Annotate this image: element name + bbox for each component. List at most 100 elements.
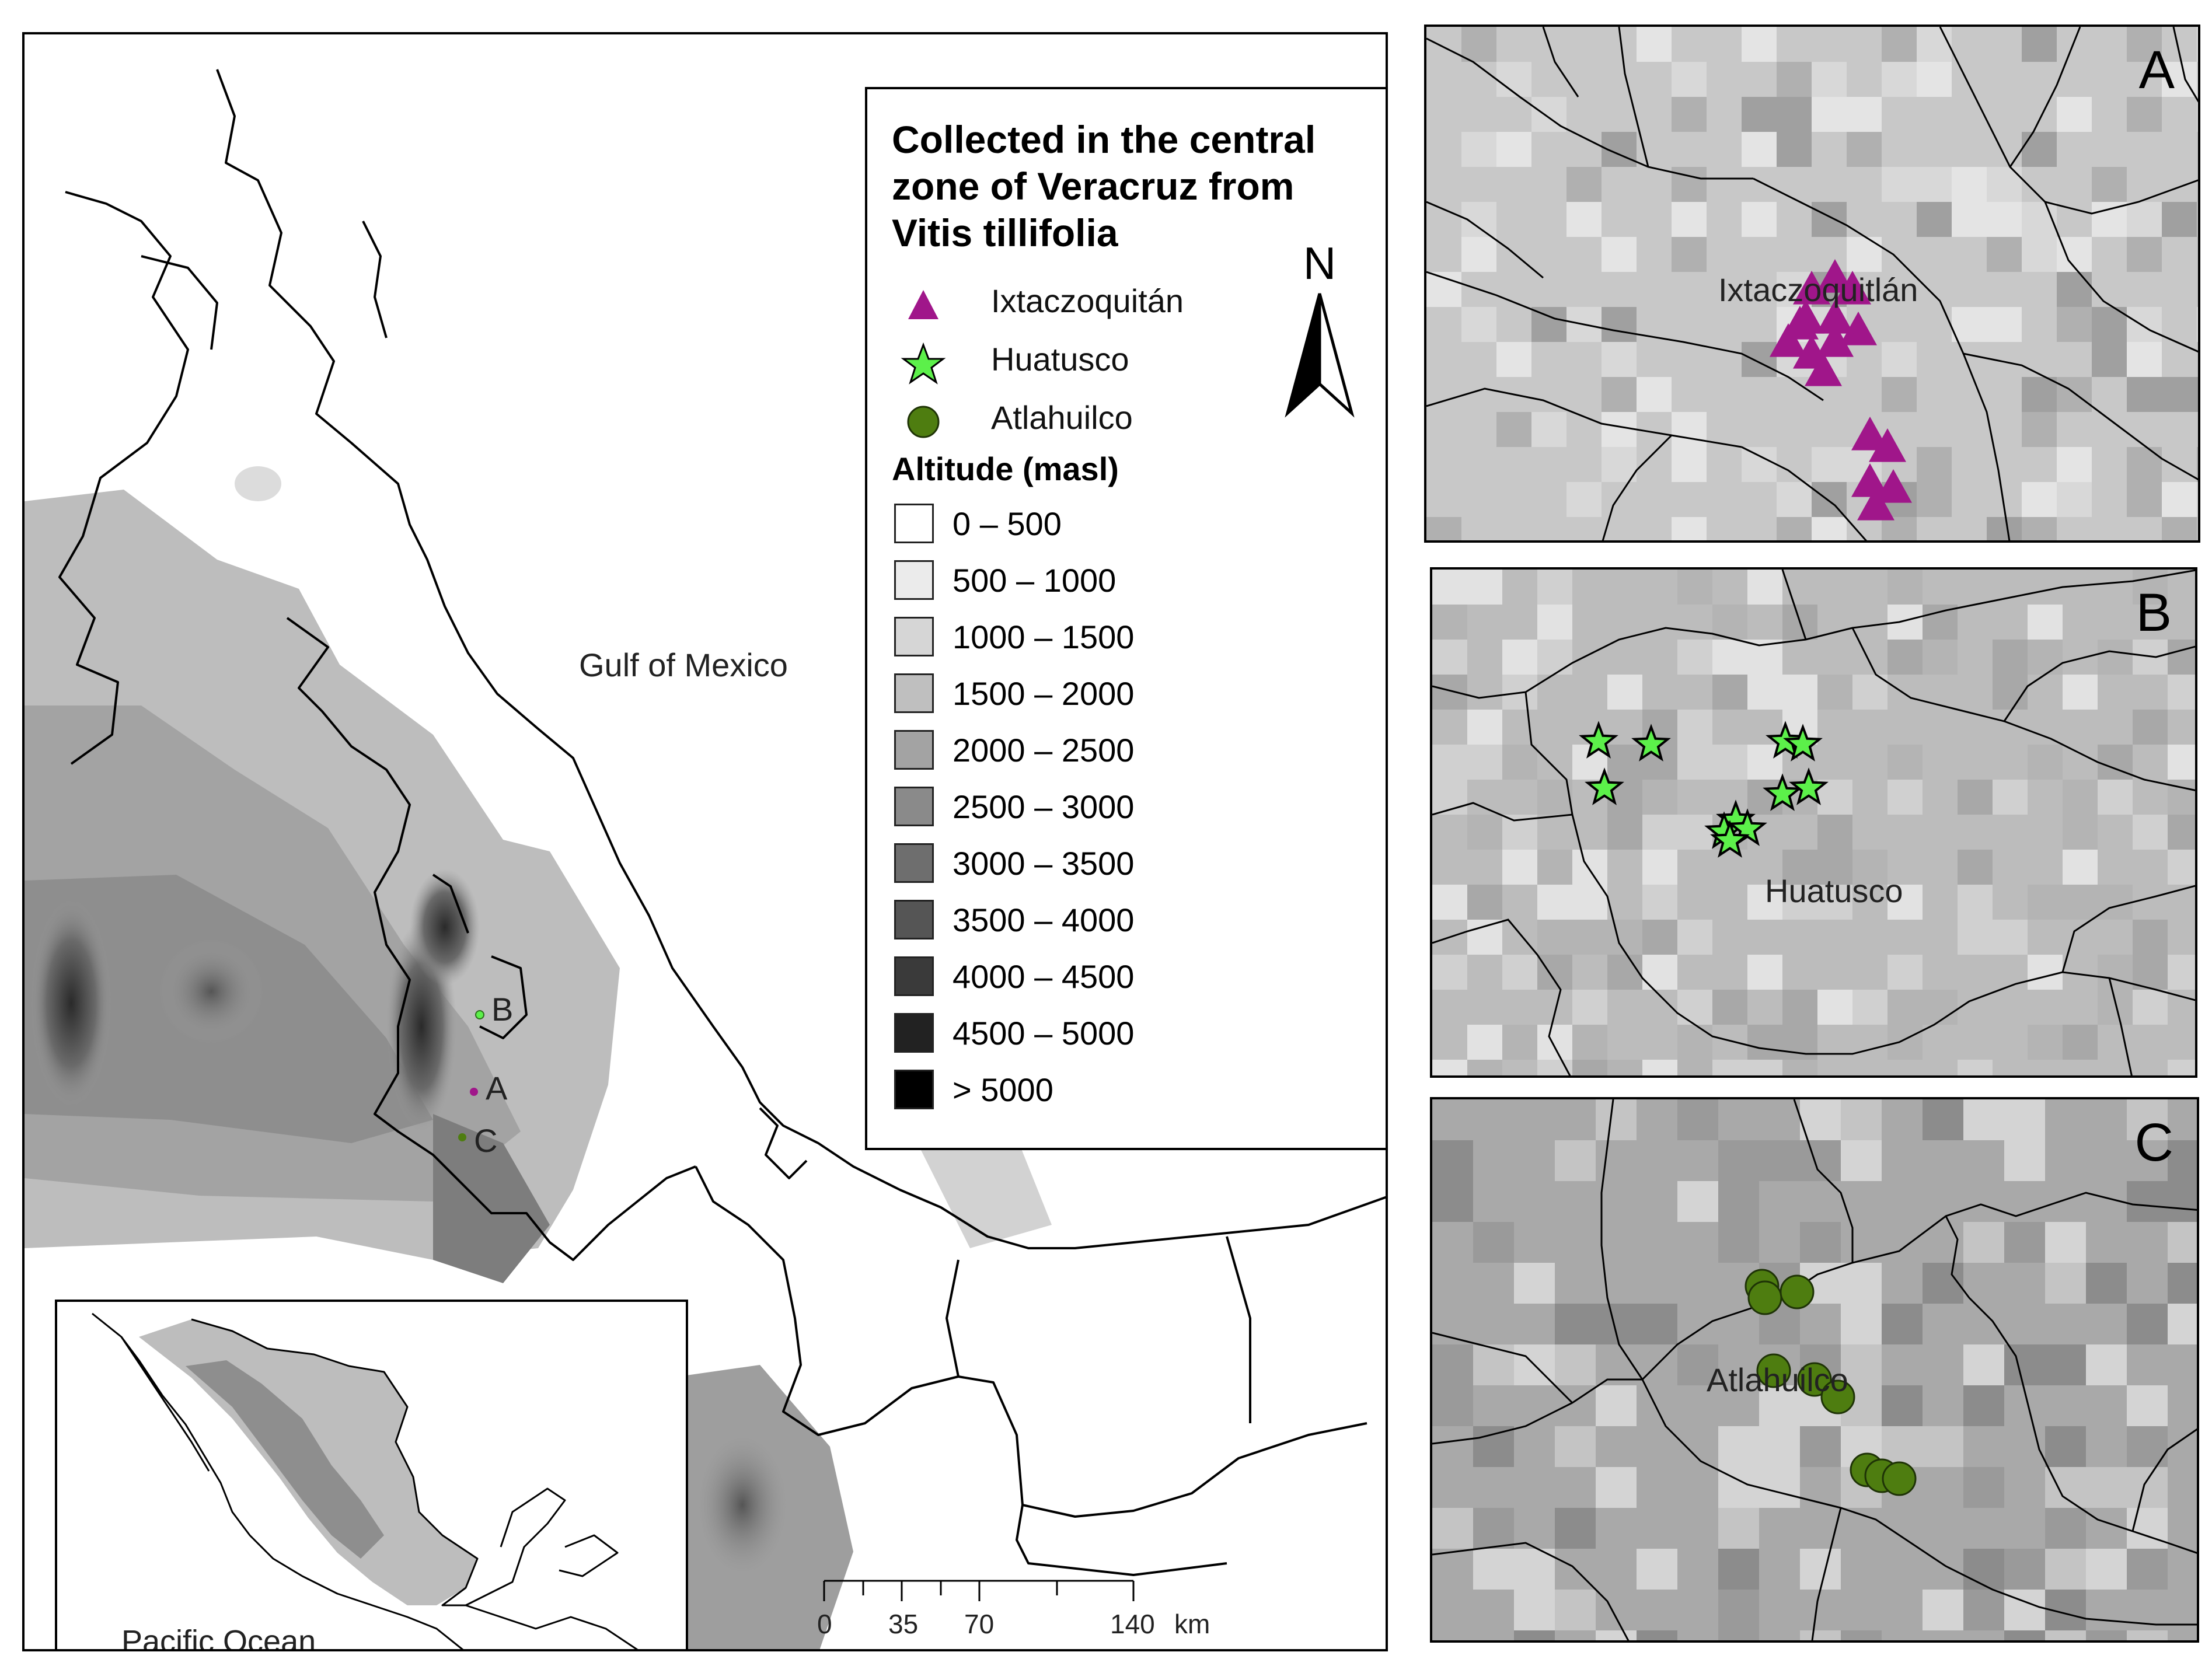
relief-cell	[1514, 1549, 1555, 1590]
scale-tick-35: 35	[888, 1609, 918, 1639]
relief-cell	[1887, 780, 1923, 815]
relief-cell	[1993, 780, 2028, 815]
relief-cell	[1847, 132, 1882, 167]
relief-cell	[1426, 517, 1461, 540]
relief-cell	[1572, 1025, 1607, 1060]
relief-cell	[1432, 605, 1467, 640]
relief-cell	[1993, 920, 2028, 955]
relief-cell	[1841, 1263, 1882, 1304]
relief-cell	[2197, 97, 2198, 132]
relief-cell	[1637, 377, 1672, 412]
relief-cell	[2086, 1263, 2127, 1304]
relief-cell	[1602, 237, 1637, 272]
relief-cell	[1923, 1590, 1963, 1630]
relief-cell	[1677, 710, 1712, 745]
relief-cell	[1555, 1508, 1596, 1549]
relief-cell	[2022, 202, 2057, 237]
relief-cell	[2092, 202, 2127, 237]
relief-cell	[1602, 377, 1637, 412]
altitude-swatch	[894, 1013, 934, 1053]
relief-cell	[1887, 955, 1923, 990]
sample-circle-icon	[1820, 1379, 1855, 1414]
relief-cell	[1800, 1099, 1841, 1140]
relief-cell	[1473, 1549, 1514, 1590]
sample-triangle-icon	[1816, 300, 1854, 334]
relief-cell	[2168, 1060, 2195, 1075]
relief-cell	[2092, 342, 2127, 377]
star-icon	[900, 340, 947, 387]
altitude-label: 0 – 500	[953, 505, 1062, 542]
relief-cell	[1672, 237, 1707, 272]
relief-cell	[1841, 1630, 1882, 1640]
relief-cell	[1712, 745, 1747, 780]
relief-cell	[2127, 307, 2162, 342]
relief-cell	[1607, 815, 1642, 850]
sample-star-icon	[1585, 767, 1624, 805]
relief-cell	[1566, 167, 1602, 202]
relief-cell	[2063, 885, 2098, 920]
relief-cell	[2127, 1630, 2168, 1640]
relief-cell	[1677, 815, 1712, 850]
relief-cell	[1759, 1467, 1800, 1508]
relief-cell	[2098, 780, 2133, 815]
panel-a: Ixtaczoquitlán A	[1424, 25, 2200, 543]
relief-cell	[1782, 675, 1817, 710]
relief-cell	[1841, 1140, 1882, 1181]
relief-cell	[1952, 167, 1987, 202]
relief-cell	[1963, 1385, 2004, 1426]
relief-cell	[1432, 570, 1467, 605]
relief-cell	[2168, 1263, 2197, 1304]
relief-cell	[1677, 570, 1712, 605]
relief-cell	[1607, 745, 1642, 780]
relief-cell	[1718, 1508, 1759, 1549]
relief-cell	[1566, 482, 1602, 517]
relief-cell	[1923, 990, 1958, 1025]
relief-cell	[1642, 780, 1677, 815]
relief-cell	[1817, 675, 1852, 710]
relief-cell	[1672, 62, 1707, 97]
sample-triangle-icon	[1840, 312, 1877, 345]
relief-cell	[2098, 640, 2133, 675]
relief-cell	[1502, 955, 1537, 990]
relief-cell	[1572, 850, 1607, 885]
scale-bar: 0 35 70 140 km	[807, 1569, 1227, 1649]
relief-cell	[1747, 1060, 1782, 1075]
sample-star-icon	[1579, 721, 1618, 759]
altitude-title: Altitude (masl)	[892, 450, 1119, 487]
relief-cell	[1672, 202, 1707, 237]
relief-cell	[1958, 850, 1993, 885]
relief-cell	[1461, 237, 1496, 272]
relief-cell	[2045, 1549, 2086, 1590]
relief-cell	[1502, 1025, 1537, 1060]
relief-cell	[1777, 62, 1812, 97]
relief-cell	[1963, 1467, 2004, 1508]
relief-cell	[2127, 1181, 2168, 1222]
relief-cell	[2098, 990, 2133, 1025]
inset-coastline	[92, 1312, 639, 1649]
relief-cell	[2162, 482, 2197, 517]
relief-cell	[1923, 605, 1958, 640]
relief-cell	[1882, 377, 1917, 412]
relief-cell	[1887, 990, 1923, 1025]
relief-cell	[1817, 815, 1852, 850]
relief-cell	[2127, 1099, 2168, 1140]
coastline	[58, 69, 1386, 1576]
relief-cell	[2127, 237, 2162, 272]
relief-cell	[1502, 640, 1537, 675]
relief-cell	[1642, 920, 1677, 955]
sample-star-icon	[1766, 721, 1805, 759]
panel-c-relief	[1432, 1099, 2197, 1640]
sample-circle-icon	[1797, 1362, 1832, 1397]
relief-cell	[2168, 1140, 2197, 1181]
relief-cell	[2086, 1467, 2127, 1508]
relief-cell	[1712, 1060, 1747, 1075]
relief-cell	[2004, 1140, 2045, 1181]
relief-cell	[1537, 780, 1572, 815]
relief-cell	[1847, 237, 1882, 272]
relief-cell	[1432, 955, 1467, 990]
relief-cell	[1596, 1630, 1637, 1640]
relief-cell	[2045, 1263, 2086, 1304]
inset-map: Pacific Ocean	[55, 1300, 688, 1649]
relief-cell	[1882, 62, 1917, 97]
sea-label: Gulf of Mexico	[579, 647, 788, 683]
